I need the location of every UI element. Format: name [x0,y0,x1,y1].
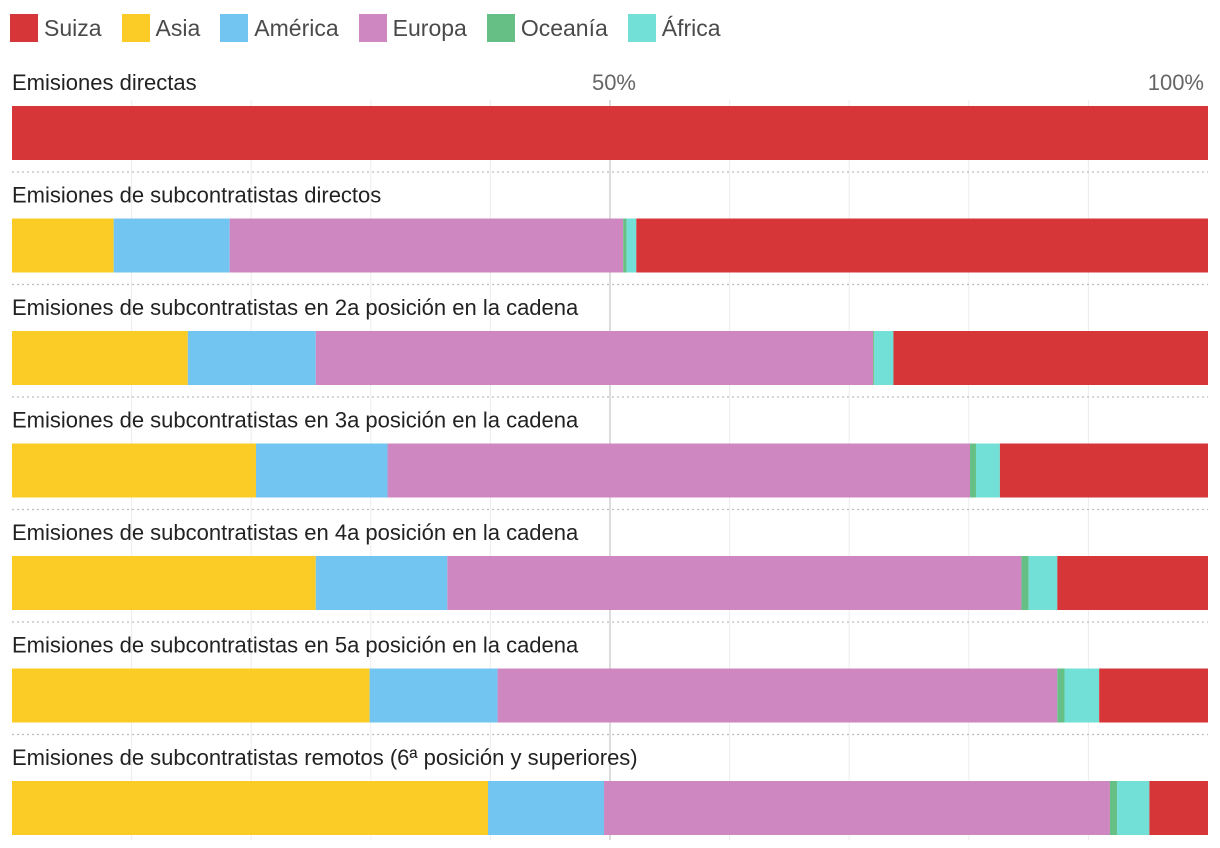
bar-segment-asia [12,556,316,610]
bar-segment-africa [975,443,1000,498]
legend-swatch [121,14,150,42]
chart-legend: Suiza Asia América Europa Oceanía África [10,12,741,44]
legend-item-america: América [220,14,339,42]
legend-label: Suiza [44,14,102,41]
legend-swatch [358,14,387,42]
legend-label: Oceanía [520,14,608,41]
bar-segment-suiza [893,331,1208,385]
row-label: Emisiones de subcontratistas directos [12,183,381,208]
legend-label: América [254,14,339,41]
legend-label: África [661,14,721,41]
bar-segment-europa [315,331,874,385]
row-label: Emisiones directas [12,70,197,95]
bar-segment-oceania [969,443,976,498]
bar-segment-europa [387,443,970,498]
bar-segment-asia [12,331,188,385]
legend-item-oceania: Oceanía [486,14,608,42]
row-label: Emisiones de subcontratistas en 4a posic… [12,520,579,545]
bar-segment-america [255,443,388,498]
bar-segment-oceania [873,331,875,385]
bar-segment-asia [12,781,489,835]
bar-segment-suiza [636,218,1208,273]
legend-label: Europa [392,14,467,41]
bar-segment-suiza [999,443,1208,498]
bar-segment-europa [604,781,1110,835]
legend-label: Asia [155,14,201,41]
legend-item-africa: África [627,14,721,42]
axis-tick-label: 50% [592,70,636,95]
row-label: Emisiones de subcontratistas en 5a posic… [12,633,579,658]
bar-segment-suiza [12,106,1208,160]
bar-segment-asia [12,668,370,723]
bar-segment-suiza [1057,556,1208,610]
bar-segment-europa [229,218,624,273]
bar-segment-europa [497,668,1058,723]
bar-segment-oceania [1057,668,1065,723]
bar-segment-africa [626,218,637,273]
legend-swatch [627,14,656,42]
row-label: Emisiones de subcontratistas en 2a posic… [12,295,579,320]
legend-item-suiza: Suiza [10,14,102,42]
bar-segment-africa [1064,668,1100,723]
bar-segment-america [315,556,448,610]
axis-tick-label: 100% [1148,70,1204,95]
legend-swatch [486,14,515,42]
bar-segment-america [113,218,230,273]
bar-segment-oceania [623,218,627,273]
bar-segment-america [488,781,605,835]
legend-swatch [220,14,249,42]
bar-segment-oceania [1021,556,1029,610]
bar-segment-asia [12,218,114,273]
bar-segment-oceania [1109,781,1118,835]
legend-item-asia: Asia [121,14,201,42]
row-label: Emisiones de subcontratistas en 3a posic… [12,408,579,433]
row-label: Emisiones de subcontratistas remotos (6ª… [12,745,638,770]
bar-segment-africa [1117,781,1150,835]
bar-segment-europa [447,556,1022,610]
bar-segment-suiza [1149,781,1208,835]
legend-swatch [10,14,38,42]
legend-item-europa: Europa [358,14,467,42]
bar-segment-africa [874,331,894,385]
bar-segment-africa [1028,556,1058,610]
bar-segment-america [187,331,316,385]
bar-segment-asia [12,443,256,498]
bar-segment-america [369,668,498,723]
bar-segment-suiza [1099,668,1208,723]
